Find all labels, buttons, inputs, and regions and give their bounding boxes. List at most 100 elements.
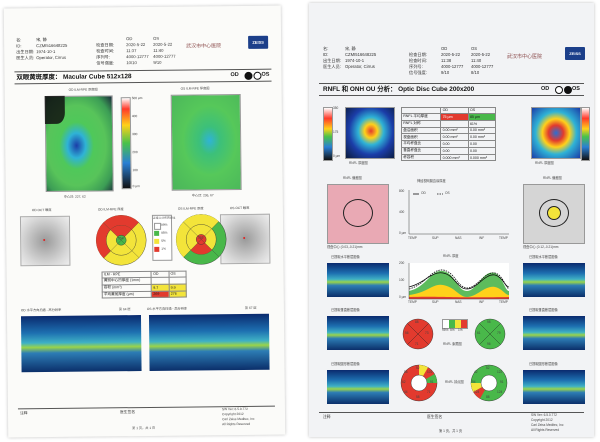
- os-eye-icon: [253, 71, 262, 80]
- table-row: RNFL 平均厚度 75 µm 85 µm: [400, 112, 497, 121]
- eye-os-header: OS: [153, 35, 160, 41]
- scale-tick: 400: [131, 114, 138, 119]
- clock-od-value: 101: [427, 370, 433, 374]
- exam-date-label: 检查日期:: [96, 42, 115, 48]
- rim-profile-title: 神经视网膜边缘厚度: [417, 179, 446, 183]
- signal-od: 10/10: [126, 60, 137, 66]
- x-tick: TEMP: [408, 300, 417, 304]
- vscan-od-caption: 已提取垂直断层图像: [331, 308, 360, 312]
- od-disc-circle: [343, 199, 373, 227]
- footer-version: SW Ver: 6.5.0.772: [531, 413, 557, 417]
- hscan-os-slice: 第 67 层: [244, 305, 257, 310]
- clock-od-value: 44: [404, 390, 408, 394]
- clock-os-value: 124: [474, 390, 480, 394]
- x-tick: SUP: [432, 236, 439, 240]
- od-map-caption: RNFL 厚度图: [349, 161, 368, 165]
- fovea-od: 中心凹: 227, 62: [63, 194, 86, 199]
- clock-os-value: 88: [486, 395, 490, 399]
- od-map-artifact: [44, 95, 65, 125]
- x-tick: TEMP: [499, 300, 508, 304]
- os-horizontal-bscan: [148, 313, 270, 371]
- eye-od-header: OD: [126, 36, 133, 42]
- os-rnfl-line: [408, 269, 510, 290]
- table-cell: 平均杯盘比: [400, 140, 442, 148]
- table-row: RNFL 对称 61%: [400, 119, 497, 128]
- serial-os: 4000-12777: [471, 64, 494, 69]
- footer-page: 第 1 页，共 1 页: [439, 429, 463, 433]
- abnormal-band: [409, 296, 509, 299]
- serial-od: 4000-12777: [441, 64, 464, 69]
- x-tick: TEMP: [499, 236, 508, 240]
- legend-item: 5%: [450, 328, 455, 332]
- legend-od-label: OD: [421, 191, 426, 195]
- ilm-od-caption: OD ILM-RPE 厚度: [97, 207, 124, 212]
- footer-company: Carl Zeiss Meditec, Inc: [531, 423, 564, 427]
- legend-item: 1%: [161, 246, 166, 251]
- footer-rights: All Rights Reserved: [531, 428, 559, 432]
- macular-report-page: 名: 宋, 静 ID: CZMI516648225 出生日期: 1974-10-…: [3, 5, 286, 438]
- x-tick: TEMP: [408, 236, 417, 240]
- dob-label: 出生日期:: [323, 58, 341, 63]
- table-header-row: OD OS: [400, 107, 497, 114]
- clock-os-value: 42: [474, 370, 478, 374]
- y-tick: 200: [399, 261, 405, 265]
- os-thickness-map: [170, 93, 242, 191]
- serial-os: 4000-12777: [153, 53, 176, 59]
- zeiss-logo: ZEISS: [565, 47, 585, 60]
- y-tick: 0 µm: [399, 295, 407, 299]
- legend-item: 1%: [458, 328, 463, 332]
- table-cell: 0.00 mm²: [440, 133, 469, 142]
- table-cell: 0.00 mm²: [467, 126, 497, 135]
- os-clock-chart: [470, 364, 508, 402]
- signal-os: 9/10: [153, 59, 162, 65]
- os-extracted-horizontal-scan: [523, 263, 585, 297]
- od-eye-icon: [555, 86, 563, 94]
- legend-swatch-1: [154, 246, 160, 252]
- exam-date-od: 2020-5-22: [441, 52, 461, 57]
- od-fundus-image: [19, 215, 71, 267]
- doctor-label: 医生人员:: [16, 55, 35, 61]
- title-rule-top: [319, 83, 584, 84]
- table-cell: 0.00 mm²: [440, 126, 469, 135]
- x-tick: SUP: [432, 300, 439, 304]
- quadrant-os-value: 79: [497, 331, 501, 335]
- name-value: 宋, 静: [345, 46, 356, 51]
- oct-od-caption: OD OCT 眼底: [31, 207, 52, 213]
- os-sector-value: 261: [198, 235, 204, 240]
- table-cell: 平均黄斑厚度 (µm): [102, 290, 152, 299]
- borderline-band: [409, 284, 509, 299]
- os-sector-chart: [175, 214, 227, 265]
- vscan-os-caption: 已提取垂直断层图像: [529, 308, 558, 312]
- os-quadrant-chart: [474, 318, 506, 350]
- y-tick: 400: [399, 210, 405, 214]
- legend-swatch-5: [154, 238, 160, 244]
- x-tick: NAS: [455, 236, 462, 240]
- os-extracted-vertical-scan: [523, 316, 585, 350]
- table-row: 盘沿面积 0.00 mm² 0.00 mm²: [400, 126, 497, 135]
- table-cell: 61%: [467, 119, 497, 128]
- signal-os: 8/10: [471, 70, 480, 75]
- quadrant-os-value: 96: [487, 342, 491, 346]
- hscan-od-caption: OD 水平方向扫描 - 高分辨率: [20, 307, 62, 313]
- table-row: 视盘面积 0.00 mm² 0.00 mm²: [400, 133, 497, 142]
- od-extracted-circular-scan: [327, 370, 389, 404]
- od-eye-icon: [244, 71, 253, 80]
- x-tick: NAS: [455, 300, 462, 304]
- clock-os-value: 122: [497, 370, 503, 374]
- scale-tick: 175: [333, 130, 339, 134]
- x-tick: INF: [479, 300, 485, 304]
- table-cell: RNFL 对称: [400, 119, 442, 128]
- oct-os-caption: OS OCT 眼底: [229, 205, 250, 211]
- doctor-value: Operator, Cirrus: [345, 64, 375, 69]
- dob-label: 出生日期:: [16, 49, 35, 55]
- eye-os-header: OS: [471, 46, 478, 51]
- rnfl-summary-table: OD OS RNFL 平均厚度 75 µm 85 µm RNFL 对称 61% …: [400, 107, 497, 162]
- legend-swatch-99: [154, 222, 162, 230]
- footer-version: SW Ver: 6.5.0.772: [221, 406, 248, 412]
- footer-company: Carl Zeiss Meditec, Inc: [222, 416, 255, 422]
- clock-os-value: 91: [500, 380, 504, 384]
- report-title: RNFL 和 ONH OU 分析： Optic Disc Cube 200x20…: [323, 86, 475, 93]
- od-horizontal-bscan: [20, 315, 142, 373]
- table-cell: [440, 119, 469, 128]
- exam-time-od: 11:38: [441, 58, 452, 63]
